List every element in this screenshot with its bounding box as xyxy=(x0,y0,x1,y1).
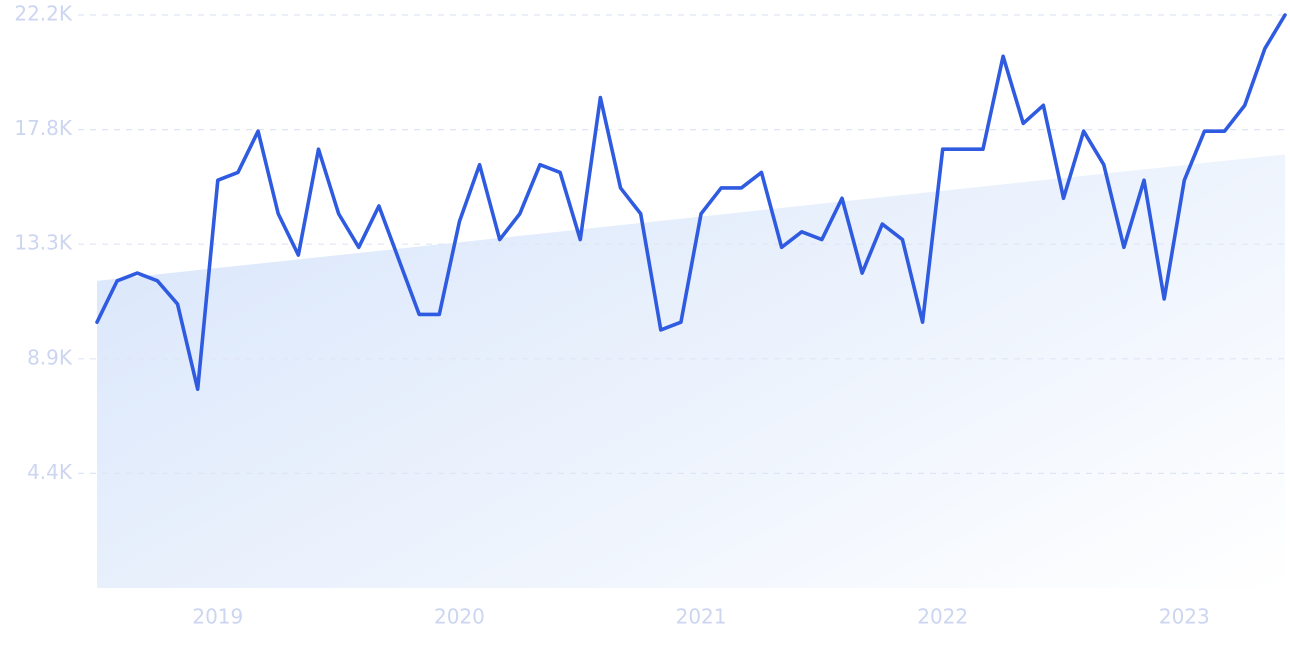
trend-area xyxy=(97,154,1285,589)
x-tick-label: 2019 xyxy=(192,605,243,629)
y-tick-label: 13.3K xyxy=(14,231,73,255)
y-tick-label: 8.9K xyxy=(27,345,73,369)
y-tick-label: 4.4K xyxy=(27,460,73,484)
data-line xyxy=(95,13,1287,392)
y-tick-label: 22.2K xyxy=(14,2,73,26)
x-tick-label: 2022 xyxy=(917,605,968,629)
x-tick-label: 2021 xyxy=(676,605,727,629)
y-tick-label: 17.8K xyxy=(14,116,73,140)
x-tick-label: 2023 xyxy=(1159,605,1210,629)
x-tick-label: 2020 xyxy=(434,605,485,629)
